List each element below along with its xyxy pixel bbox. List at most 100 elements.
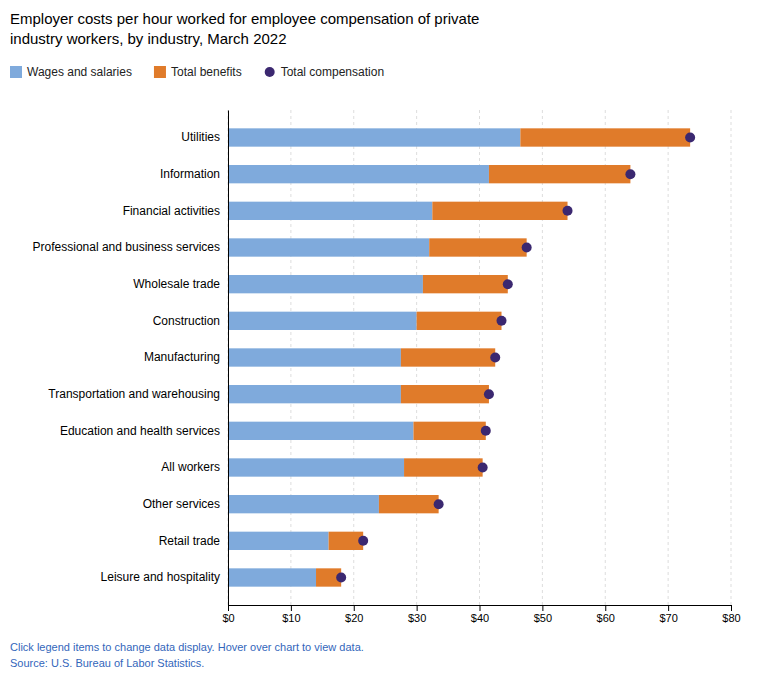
- x-tick-label: $60: [597, 612, 615, 624]
- x-tick-label: $50: [534, 612, 552, 624]
- y-tick-label: Construction: [153, 314, 220, 328]
- bar: [228, 348, 401, 366]
- y-tick: Manufacturing: [144, 350, 220, 364]
- x-tick-mark: [480, 605, 481, 611]
- point: [481, 426, 491, 436]
- grid-line: [605, 110, 606, 605]
- plot: $0 $10 $20 $30 $40 $50 $60 $70 $80 Utilities Infor…: [33, 110, 741, 624]
- bar: [379, 495, 439, 513]
- x-tick-mark: [417, 605, 418, 611]
- x-tick-mark: [291, 605, 292, 611]
- x-axis: $0 $10 $20 $30 $40 $50 $60 $70 $80: [222, 605, 740, 624]
- y-tick-label: Utilities: [181, 130, 220, 144]
- y-tick-label: All workers: [161, 460, 220, 474]
- y-tick-label: Retail trade: [159, 534, 221, 548]
- y-tick: Retail trade: [159, 534, 221, 548]
- y-tick-label: Wholesale trade: [133, 277, 220, 291]
- grid-line: [542, 110, 543, 605]
- y-tick: Utilities: [181, 130, 220, 144]
- y-tick: Information: [160, 167, 220, 181]
- bar: [423, 275, 508, 293]
- point: [503, 279, 513, 289]
- y-tick: Education and health services: [60, 424, 220, 438]
- point: [625, 169, 635, 179]
- x-tick: $60: [597, 605, 615, 624]
- bar: [228, 458, 404, 476]
- legend: Wages and salaries Total benefits Total co…: [10, 65, 384, 79]
- x-tick-label: $10: [282, 612, 300, 624]
- bar: [228, 422, 413, 440]
- bar: [404, 458, 483, 476]
- x-tick-mark: [354, 605, 355, 611]
- bar: [228, 532, 329, 550]
- y-tick: Professional and business services: [33, 240, 220, 254]
- x-tick-mark: [228, 605, 229, 611]
- legend-marker: [265, 67, 275, 77]
- bar: [401, 348, 495, 366]
- legend-label: Total compensation: [281, 65, 384, 79]
- title: Employer costs per hour worked for emplo…: [10, 10, 479, 47]
- bar: [417, 312, 502, 330]
- y-tick-label: Transportation and warehousing: [48, 387, 220, 401]
- y-tick-label: Manufacturing: [144, 350, 220, 364]
- x-tick: $50: [534, 605, 552, 624]
- y-tick: Other services: [143, 497, 220, 511]
- point: [563, 206, 573, 216]
- x-tick-mark: [668, 605, 669, 611]
- bar: [228, 128, 520, 146]
- point: [497, 316, 507, 326]
- y-tick: Construction: [153, 314, 220, 328]
- bar: [401, 385, 489, 403]
- grid: [228, 110, 731, 605]
- x-tick: $40: [471, 605, 489, 624]
- bar: [429, 238, 526, 256]
- x-tick: $70: [659, 605, 677, 624]
- point: [336, 573, 346, 583]
- footer: Click legend items to change data displa…: [10, 641, 364, 669]
- x-tick: $30: [408, 605, 426, 624]
- bar: [228, 165, 489, 183]
- x-tick-label: $0: [222, 612, 234, 624]
- point: [478, 463, 488, 473]
- bar: [228, 312, 417, 330]
- bar: [489, 165, 630, 183]
- y-tick: All workers: [161, 460, 220, 474]
- bar: [228, 275, 423, 293]
- x-tick-label: $20: [345, 612, 363, 624]
- x-tick: $20: [345, 605, 363, 624]
- point: [490, 353, 500, 363]
- bar: [228, 568, 316, 586]
- grid-line: [668, 110, 669, 605]
- y-tick-label: Professional and business services: [33, 240, 220, 254]
- y-tick: Leisure and hospitality: [101, 570, 220, 584]
- y-tick-label: Education and health services: [60, 424, 220, 438]
- y-axis-line: [228, 111, 229, 606]
- y-tick-label: Financial activities: [123, 204, 220, 218]
- point: [484, 389, 494, 399]
- x-tick-mark: [605, 605, 606, 611]
- bar: [520, 128, 690, 146]
- legend-item: Total compensation: [265, 65, 384, 79]
- y-tick-label: Information: [160, 167, 220, 181]
- bar: [228, 202, 432, 220]
- grid-line: [731, 110, 732, 605]
- x-tick: $80: [722, 605, 740, 624]
- bar: [329, 532, 364, 550]
- x-tick: $10: [282, 605, 300, 624]
- point: [358, 536, 368, 546]
- point: [434, 499, 444, 509]
- legend-label: Total benefits: [171, 65, 242, 79]
- x-tick-mark: [731, 605, 732, 611]
- legend-item: Total benefits: [154, 65, 242, 79]
- point: [522, 243, 532, 253]
- bar: [228, 495, 379, 513]
- y-tick-label: Other services: [143, 497, 220, 511]
- point: [685, 133, 695, 143]
- y-tick: Wholesale trade: [133, 277, 220, 291]
- x-tick: $0: [222, 605, 234, 624]
- y-tick-label: Leisure and hospitality: [101, 570, 220, 584]
- legend-item: Wages and salaries: [10, 65, 132, 79]
- x-tick-label: $80: [722, 612, 740, 624]
- x-axis-line: [229, 606, 732, 612]
- x-tick-mark: [542, 605, 543, 611]
